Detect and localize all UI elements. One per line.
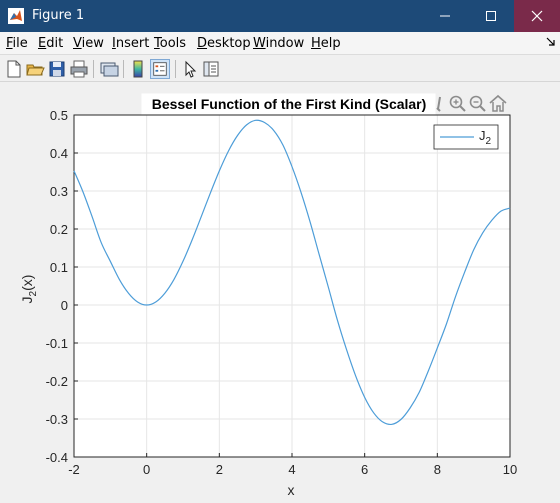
x-tick-label: 0 xyxy=(143,462,150,477)
link-plot-icon[interactable] xyxy=(99,59,119,79)
menu-view[interactable]: View xyxy=(73,36,104,51)
y-tick-label: -0.1 xyxy=(46,336,68,351)
menu-bar: File Edit View Insert Tools Desktop Wind… xyxy=(0,32,560,54)
y-tick-label: 0.5 xyxy=(50,108,68,123)
y-tick-label: -0.3 xyxy=(46,412,68,427)
toolbar-separator xyxy=(93,60,94,78)
y-tick-label: 0.2 xyxy=(50,222,68,237)
close-icon xyxy=(531,10,543,22)
save-icon[interactable] xyxy=(47,59,67,79)
brush-icon[interactable] xyxy=(437,97,440,111)
legend[interactable]: J2 xyxy=(434,125,498,149)
y-tick-label: -0.2 xyxy=(46,374,68,389)
insert-legend-icon[interactable] xyxy=(150,59,170,79)
y-tick-label: 0.4 xyxy=(50,146,68,161)
window-title: Figure 1 xyxy=(32,8,84,23)
menu-insert[interactable]: Insert xyxy=(112,36,149,51)
axes-toolbar xyxy=(437,96,506,111)
x-tick-label: -2 xyxy=(68,462,80,477)
toolbar-separator xyxy=(123,60,124,78)
menu-edit[interactable]: Edit xyxy=(38,36,63,51)
edit-plot-icon[interactable] xyxy=(180,59,200,79)
x-tick-label: 8 xyxy=(434,462,441,477)
chart-title-box[interactable]: Bessel Function of the First Kind (Scala… xyxy=(142,94,435,114)
y-axis-label: J2(x) xyxy=(19,275,39,304)
maximize-icon xyxy=(485,10,497,22)
maximize-button[interactable] xyxy=(468,0,514,32)
close-button[interactable] xyxy=(514,0,560,32)
menu-window[interactable]: Window xyxy=(253,36,304,51)
x-tick-label: 4 xyxy=(288,462,295,477)
window-titlebar: Figure 1 xyxy=(0,0,560,32)
insert-colorbar-icon[interactable] xyxy=(128,59,148,79)
toolbar-separator xyxy=(175,60,176,78)
y-tick-label: 0.1 xyxy=(50,260,68,275)
zoom-in-icon[interactable] xyxy=(451,97,466,112)
figure-toolbar xyxy=(0,54,560,82)
figure-canvas: -2 0 2 4 6 8 10 -0.4 -0.3 -0.2 -0.1 0 0.1 0.2 0.3 0.4 0.… xyxy=(0,83,560,503)
x-tick-label: 2 xyxy=(216,462,223,477)
open-file-icon[interactable] xyxy=(25,59,45,79)
y-tick-label: -0.4 xyxy=(46,450,68,465)
home-icon[interactable] xyxy=(490,96,506,111)
x-tick-label: 6 xyxy=(361,462,368,477)
new-figure-icon[interactable] xyxy=(4,59,24,79)
y-tick-label: 0.3 xyxy=(50,184,68,199)
chart-title: Bessel Function of the First Kind (Scala… xyxy=(152,96,427,112)
menu-desktop[interactable]: Desktop xyxy=(197,36,251,51)
x-tick-label: 10 xyxy=(503,462,517,477)
menu-help[interactable]: Help xyxy=(311,36,341,51)
menu-file[interactable]: File xyxy=(6,36,28,51)
minimize-button[interactable] xyxy=(422,0,468,32)
menu-tools[interactable]: Tools xyxy=(154,36,186,51)
dock-arrow-icon[interactable] xyxy=(546,35,556,49)
print-icon[interactable] xyxy=(69,59,89,79)
zoom-out-icon[interactable] xyxy=(471,97,486,112)
bessel-chart: -2 0 2 4 6 8 10 -0.4 -0.3 -0.2 -0.1 0 0.1 0.2 0.3 0.4 0.… xyxy=(0,83,560,503)
x-axis-label: x xyxy=(288,482,295,498)
minimize-icon xyxy=(439,10,451,22)
property-inspector-icon[interactable] xyxy=(201,59,221,79)
matlab-logo-icon xyxy=(8,8,24,24)
y-tick-label: 0 xyxy=(61,298,68,313)
